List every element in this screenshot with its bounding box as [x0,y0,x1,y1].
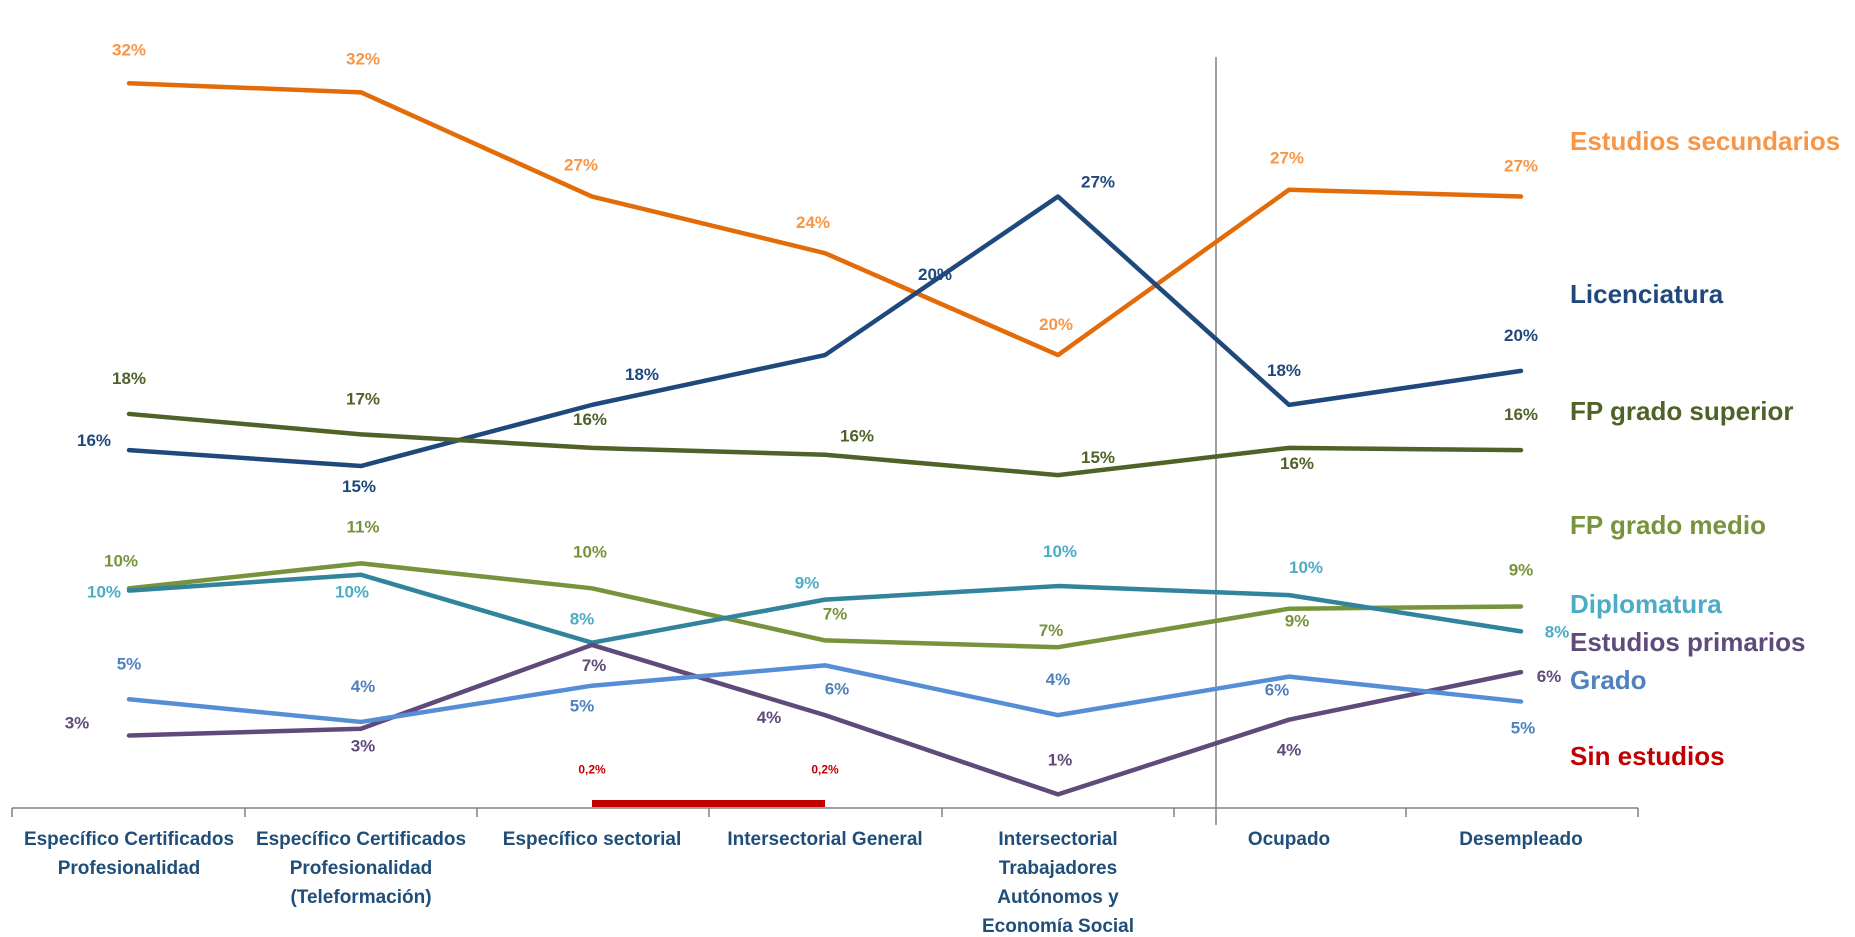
data-label-grado: 6% [825,679,850,698]
data-label-fp-grado-superior: 15% [1081,448,1115,467]
data-label-licenciatura: 18% [625,365,659,384]
legend-diplomatura: Diplomatura [1570,589,1722,619]
category-label: Profesionalidad [58,858,201,879]
series-line-grado [126,663,1524,725]
series-line-diplomatura [126,572,1524,645]
data-label-fp-grado-medio: 9% [1285,612,1310,631]
data-label-diplomatura: 9% [795,574,820,593]
legend-fp-grado-medio: FP grado medio [1570,510,1766,540]
data-label-estudios-primarios: 4% [1277,741,1302,760]
data-label-fp-grado-medio: 11% [346,517,379,536]
data-label-licenciatura: 16% [77,431,111,450]
category-label: Específico Certificados [24,829,234,850]
legend-fp-grado-superior: FP grado superior [1570,396,1793,426]
data-labels: 32% 32% 27% 24% 20% 27% 27% 16% 15% 18% 20% 27% 18% 2… [65,40,1570,776]
category-label: Desempleado [1459,829,1583,850]
data-label-diplomatura: 10% [335,583,369,602]
data-label-estudios-secundarios: 32% [346,49,380,68]
category-label: Específico sectorial [503,829,681,850]
x-axis [11,57,1639,825]
series-lines [126,81,1524,807]
legend-grado: Grado [1570,665,1647,695]
data-label-licenciatura: 15% [342,477,376,496]
series-line-fp-grado-medio [126,561,1524,650]
series-line-licenciatura [126,194,1524,469]
data-label-estudios-primarios: 3% [351,737,376,756]
data-label-estudios-primarios: 7% [582,656,607,675]
data-label-diplomatura: 10% [1289,558,1323,577]
data-label-licenciatura: 27% [1081,173,1115,192]
legend-sin-estudios: Sin estudios [1570,741,1725,771]
category-labels: Específico Certificados Profesionalidad Es… [24,829,1583,937]
data-label-grado: 4% [1046,670,1071,689]
data-label-estudios-secundarios: 27% [1270,149,1304,168]
category-label: Economía Social [982,916,1134,937]
data-label-diplomatura: 10% [87,583,121,602]
data-label-licenciatura: 20% [1504,326,1538,345]
data-label-licenciatura: 20% [918,265,952,284]
data-label-estudios-primarios: 3% [65,714,90,733]
data-label-grado: 5% [1511,719,1536,738]
category-label: Específico Certificados [256,829,466,850]
data-label-fp-grado-superior: 17% [346,389,380,408]
category-label: Profesionalidad [290,858,433,879]
data-label-licenciatura: 18% [1267,361,1301,380]
series-line-fp-grado-superior [126,411,1524,478]
data-label-diplomatura: 10% [1043,542,1077,561]
data-label-estudios-secundarios: 27% [564,156,598,175]
category-label: Intersectorial [998,829,1117,850]
series-line-estudios-primarios [126,642,1524,797]
data-label-fp-grado-superior: 16% [573,410,607,429]
data-label-fp-grado-superior: 16% [840,427,874,446]
data-label-fp-grado-medio: 10% [573,542,607,561]
data-label-estudios-secundarios: 20% [1039,315,1073,334]
category-label: Intersectorial General [727,829,922,850]
legend-estudios-primarios: Estudios primarios [1570,627,1806,657]
data-label-diplomatura: 8% [570,610,595,629]
series-line-estudios-secundarios [126,81,1524,358]
data-label-fp-grado-medio: 7% [823,604,848,623]
data-label-grado: 4% [351,677,376,696]
data-label-grado: 6% [1265,681,1290,700]
data-label-fp-grado-medio: 7% [1039,621,1064,640]
data-label-estudios-secundarios: 24% [796,213,830,232]
data-label-grado: 5% [117,654,142,673]
data-label-estudios-primarios: 6% [1537,667,1562,686]
data-label-estudios-secundarios: 32% [112,40,146,59]
data-label-fp-grado-medio: 10% [104,551,138,570]
legend: Estudios secundarios Licenciatura FP grado… [1570,126,1840,771]
data-label-fp-grado-superior: 16% [1504,405,1538,424]
category-label: Ocupado [1248,829,1330,850]
data-label-fp-grado-superior: 16% [1280,454,1314,473]
data-label-sin-estudios: 0,2% [811,762,839,776]
legend-estudios-secundarios: Estudios secundarios [1570,126,1840,156]
data-label-estudios-primarios: 1% [1048,750,1073,769]
category-label: (Teleformación) [290,887,431,908]
data-label-fp-grado-superior: 18% [112,369,146,388]
data-label-estudios-secundarios: 27% [1504,157,1538,176]
data-label-sin-estudios: 0,2% [578,762,606,776]
legend-licenciatura: Licenciatura [1570,279,1724,309]
data-label-estudios-primarios: 4% [757,708,782,727]
data-label-fp-grado-medio: 9% [1509,560,1534,579]
category-label: Trabajadores [999,858,1117,879]
data-label-diplomatura: 8% [1545,622,1570,641]
data-label-grado: 5% [570,697,595,716]
category-label: Autónomos y [997,887,1119,908]
